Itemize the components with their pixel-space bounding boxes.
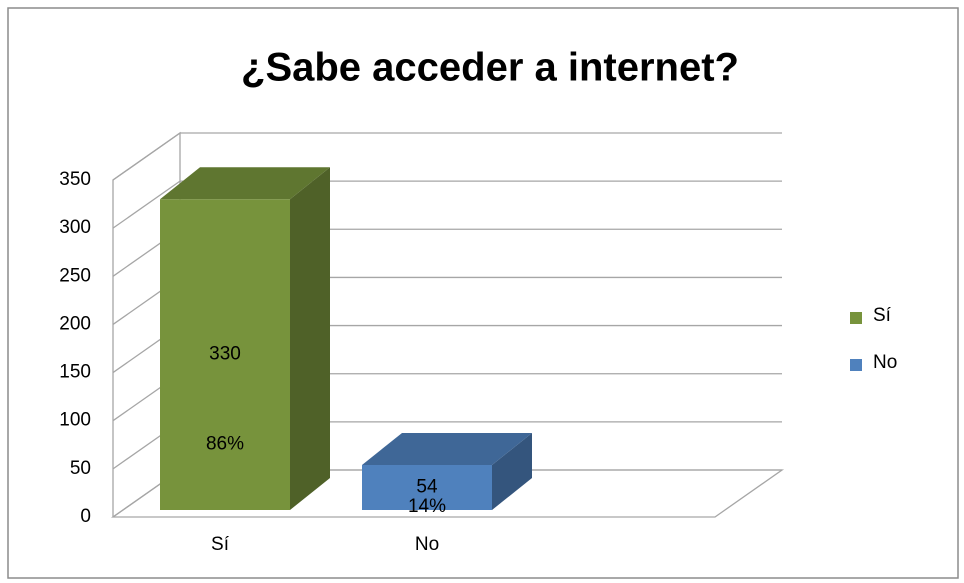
value-label: 54 (416, 477, 438, 498)
y-tick-label: 200 (59, 313, 91, 334)
legend-swatch (850, 312, 862, 324)
y-tick-label: 50 (70, 458, 91, 479)
bar-top (160, 167, 330, 200)
legend-label: Sí (873, 305, 892, 326)
bar-side (492, 433, 532, 510)
y-tick-label: 150 (59, 362, 91, 383)
percent-label: 86% (206, 434, 244, 455)
y-tick-label: 100 (59, 410, 91, 431)
grid-line (112, 180, 782, 229)
legend-swatch (850, 359, 862, 371)
percent-label: 14% (408, 496, 446, 517)
grid-line (112, 132, 782, 181)
bar-top (362, 433, 532, 466)
bar (160, 199, 290, 510)
value-label: 330 (209, 344, 241, 365)
chart-title: ¿Sabe acceder a internet? (241, 46, 739, 90)
y-tick-label: 250 (59, 265, 91, 286)
y-tick-label: 0 (80, 506, 91, 527)
y-tick-label: 350 (59, 169, 91, 190)
x-tick-label: No (415, 534, 439, 555)
bar-side (290, 167, 330, 510)
bar (362, 465, 492, 510)
x-tick-label: Sí (211, 534, 230, 555)
y-tick-label: 300 (59, 217, 91, 238)
legend-label: No (873, 352, 897, 373)
